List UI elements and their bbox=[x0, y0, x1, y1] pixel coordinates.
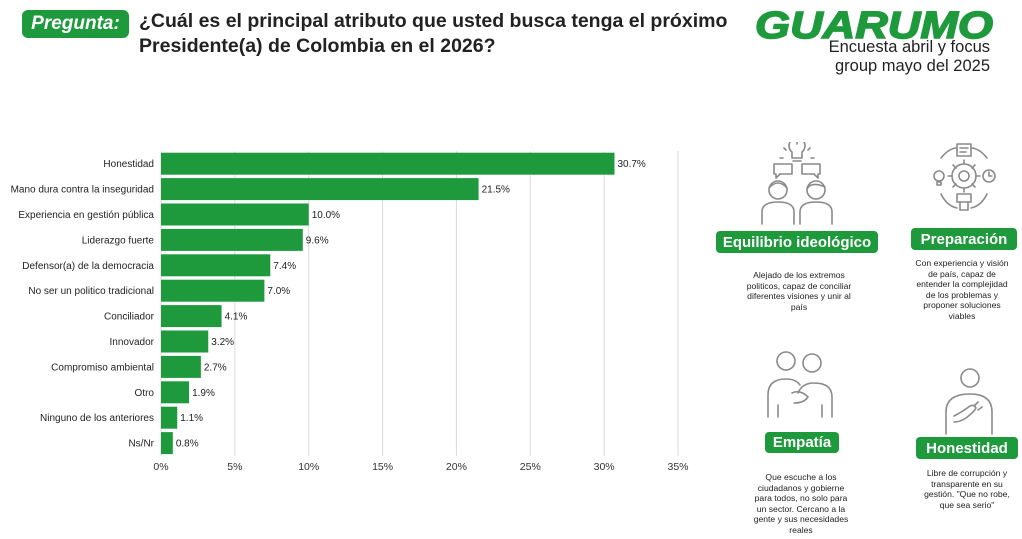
desc-line: para todos, no solo para bbox=[754, 493, 848, 503]
desc-line: país bbox=[790, 301, 808, 312]
people-embrace-icon bbox=[762, 345, 838, 426]
desc-line: Alejado de los extremos bbox=[753, 270, 845, 280]
desc-line: gestión. "Que no robe, bbox=[924, 489, 1010, 499]
desc-line: un sector. Cercano a la bbox=[756, 503, 846, 514]
value-label: 1.1% bbox=[180, 413, 203, 424]
question-text: ¿Cuál es el principal atributo que usted… bbox=[139, 10, 728, 57]
x-tick-label: 30% bbox=[594, 461, 615, 473]
bar bbox=[161, 279, 265, 302]
category-label: Defensor(a) de la democracia bbox=[22, 261, 154, 272]
gear-ideas-icon bbox=[927, 142, 1001, 221]
value-label: 10.0% bbox=[312, 210, 340, 221]
value-label: 30.7% bbox=[617, 159, 645, 170]
category-label: Otro bbox=[135, 388, 155, 399]
question-badge: Pregunta: bbox=[22, 10, 129, 38]
value-label: 7.4% bbox=[273, 261, 296, 272]
x-tick-label: 15% bbox=[372, 461, 393, 473]
value-label: 2.7% bbox=[204, 362, 227, 373]
bar bbox=[161, 330, 209, 353]
x-tick-label: 35% bbox=[667, 461, 688, 473]
chart-labels: 0% 5% 10% 15% 20% 25% 30% 35% Honestidad 30.7% Man… bbox=[11, 159, 689, 473]
category-label: Ns/Nr bbox=[128, 439, 154, 450]
value-label: 9.6% bbox=[306, 235, 329, 246]
desc-line: de país, capaz de bbox=[928, 268, 996, 279]
attribute-tag-honestidad: Honestidad bbox=[916, 437, 1018, 459]
category-label: Conciliador bbox=[104, 312, 155, 323]
attribute-tag-preparacion: Preparación bbox=[911, 228, 1017, 250]
x-tick-label: 20% bbox=[446, 461, 467, 473]
desc-line: de los problemas y bbox=[925, 289, 999, 300]
desc-line: transparente en su bbox=[931, 478, 1003, 489]
x-tick-label: 25% bbox=[520, 461, 541, 473]
chart-grid bbox=[160, 151, 679, 456]
hand-on-heart-icon bbox=[938, 366, 998, 441]
brand-wordmark: GUARUMO bbox=[755, 6, 993, 42]
desc-line: diferentes visiones y unir al bbox=[747, 291, 851, 301]
desc-line: viables bbox=[948, 310, 976, 321]
brand-logo: GUARUMO bbox=[752, 6, 997, 42]
attribute-desc-honestidad: Libre de corrupción y transparente en su… bbox=[906, 468, 1022, 510]
attribute-desc-empatia: Que escuche a los ciudadanos y gobierne … bbox=[738, 472, 864, 535]
desc-line: gente y sus necesidades bbox=[753, 514, 849, 524]
category-label: Ninguno de los anteriores bbox=[40, 413, 154, 424]
desc-line: Con experiencia y visión bbox=[915, 258, 1009, 268]
desc-line: Libre de corrupción y bbox=[926, 468, 1008, 478]
desc-line: reales bbox=[789, 524, 813, 535]
bar bbox=[161, 254, 271, 277]
attribute-desc-equilibrio: Alejado de los extremos politicos, capaz… bbox=[726, 270, 872, 312]
desc-line: proponer soluciones bbox=[923, 300, 1001, 310]
category-label: Compromiso ambiental bbox=[51, 362, 154, 373]
category-label: Innovador bbox=[110, 337, 155, 348]
attributes-bar-chart: 0% 5% 10% 15% 20% 25% 30% 35% Honestidad 30.7% Man… bbox=[11, 151, 689, 473]
bar bbox=[161, 355, 201, 378]
category-label: No ser un politico tradicional bbox=[28, 286, 154, 297]
desc-line: politicos, capaz de conciliar bbox=[746, 280, 852, 291]
bar bbox=[161, 432, 173, 455]
category-label: Honestidad bbox=[103, 159, 154, 170]
category-label: Liderazgo fuerte bbox=[82, 235, 155, 246]
x-tick-label: 10% bbox=[298, 461, 319, 473]
attribute-tag-equilibrio: Equilibrio ideológico bbox=[716, 231, 878, 253]
survey-subtitle-line-2: group mayo del 2025 bbox=[834, 57, 990, 75]
desc-line: entender la complejidad bbox=[916, 279, 1008, 289]
desc-line: que sea serio" bbox=[939, 499, 995, 510]
people-lightbulb-icon bbox=[752, 137, 842, 233]
bar bbox=[161, 203, 309, 226]
desc-line: ciudadanos y gobierne bbox=[757, 482, 845, 493]
bar bbox=[161, 228, 303, 251]
value-label: 0.8% bbox=[176, 439, 199, 450]
survey-subtitle-line-1: Encuesta abril y focus bbox=[828, 38, 990, 56]
x-tick-label: 5% bbox=[227, 461, 242, 473]
value-label: 7.0% bbox=[267, 286, 290, 297]
value-label: 21.5% bbox=[482, 185, 510, 196]
category-label: Experiencia en gestión pública bbox=[18, 210, 154, 221]
attribute-tag-empatia: Empatía bbox=[765, 432, 839, 453]
value-label: 1.9% bbox=[192, 388, 215, 399]
bar bbox=[161, 305, 222, 328]
value-label: 4.1% bbox=[225, 312, 248, 323]
attribute-desc-preparacion: Con experiencia y visión de país, capaz … bbox=[902, 258, 1022, 321]
x-tick-label: 0% bbox=[153, 461, 168, 473]
category-label: Mano dura contra la inseguridad bbox=[11, 185, 154, 196]
desc-line: Que escuche a los bbox=[765, 472, 837, 482]
bar bbox=[161, 381, 190, 404]
bar bbox=[161, 406, 178, 429]
bar bbox=[161, 152, 615, 175]
chart-bars bbox=[161, 152, 615, 455]
survey-subtitle: Encuesta abril y focus group mayo del 20… bbox=[790, 38, 990, 76]
value-label: 3.2% bbox=[211, 337, 234, 348]
bar bbox=[161, 178, 479, 201]
